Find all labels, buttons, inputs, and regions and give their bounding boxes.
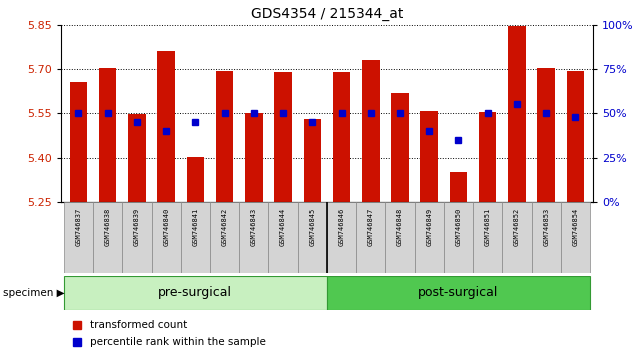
Bar bbox=[64, 276, 327, 310]
Bar bbox=[304, 119, 321, 202]
Text: GSM746854: GSM746854 bbox=[572, 207, 578, 246]
Bar bbox=[151, 202, 181, 273]
Text: post-surgical: post-surgical bbox=[419, 286, 499, 299]
Text: GSM746845: GSM746845 bbox=[310, 207, 315, 246]
Text: GSM746839: GSM746839 bbox=[134, 207, 140, 246]
Text: percentile rank within the sample: percentile rank within the sample bbox=[90, 337, 266, 347]
Text: GSM746851: GSM746851 bbox=[485, 207, 491, 246]
Text: GSM746853: GSM746853 bbox=[543, 207, 549, 246]
Bar bbox=[327, 202, 356, 273]
Bar bbox=[385, 202, 415, 273]
Bar bbox=[187, 157, 204, 202]
Bar bbox=[508, 26, 526, 202]
Text: GSM746842: GSM746842 bbox=[222, 207, 228, 246]
Bar bbox=[274, 72, 292, 202]
Bar bbox=[93, 202, 122, 273]
Bar bbox=[415, 202, 444, 273]
Bar bbox=[503, 202, 531, 273]
Title: GDS4354 / 215344_at: GDS4354 / 215344_at bbox=[251, 7, 403, 21]
Bar bbox=[269, 202, 297, 273]
Bar bbox=[64, 202, 93, 273]
Bar bbox=[444, 202, 473, 273]
Bar bbox=[362, 60, 379, 202]
Text: GSM746847: GSM746847 bbox=[368, 207, 374, 246]
Bar bbox=[128, 114, 146, 202]
Text: GSM746846: GSM746846 bbox=[338, 207, 344, 246]
Bar bbox=[537, 68, 555, 202]
Bar bbox=[420, 111, 438, 202]
Text: GSM746838: GSM746838 bbox=[104, 207, 111, 246]
Text: GSM746848: GSM746848 bbox=[397, 207, 403, 246]
Bar bbox=[391, 93, 409, 202]
Bar bbox=[216, 71, 233, 202]
Bar bbox=[70, 82, 87, 202]
Bar bbox=[479, 112, 497, 202]
Bar bbox=[157, 51, 175, 202]
Bar bbox=[531, 202, 561, 273]
Text: specimen ▶: specimen ▶ bbox=[3, 288, 65, 298]
Bar bbox=[245, 113, 263, 202]
Text: pre-surgical: pre-surgical bbox=[158, 286, 233, 299]
Text: GSM746852: GSM746852 bbox=[514, 207, 520, 246]
Bar bbox=[473, 202, 503, 273]
Text: GSM746840: GSM746840 bbox=[163, 207, 169, 246]
Bar bbox=[297, 202, 327, 273]
Bar bbox=[181, 202, 210, 273]
Text: GSM746844: GSM746844 bbox=[280, 207, 286, 246]
Text: GSM746841: GSM746841 bbox=[192, 207, 198, 246]
Bar bbox=[567, 70, 584, 202]
Text: GSM746837: GSM746837 bbox=[76, 207, 81, 246]
Bar bbox=[99, 68, 117, 202]
Text: transformed count: transformed count bbox=[90, 320, 187, 330]
Text: GSM746850: GSM746850 bbox=[456, 207, 462, 246]
Bar bbox=[239, 202, 269, 273]
Bar bbox=[122, 202, 151, 273]
Bar bbox=[561, 202, 590, 273]
Text: GSM746849: GSM746849 bbox=[426, 207, 432, 246]
Bar bbox=[210, 202, 239, 273]
Bar bbox=[333, 72, 350, 202]
Bar bbox=[356, 202, 385, 273]
Bar bbox=[327, 276, 590, 310]
Bar bbox=[450, 172, 467, 202]
Text: GSM746843: GSM746843 bbox=[251, 207, 257, 246]
